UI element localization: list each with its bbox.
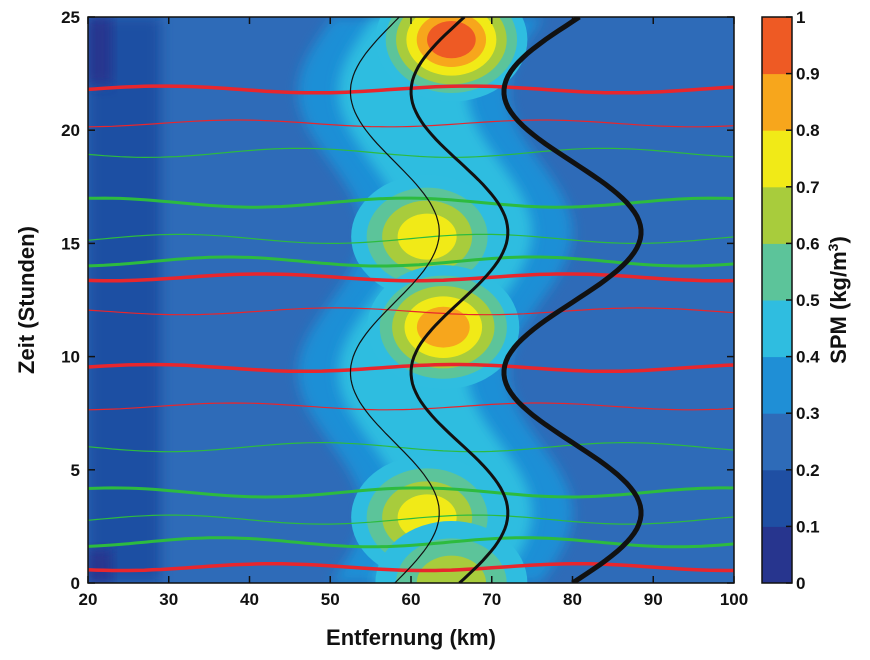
red-contour-line: [88, 272, 734, 283]
colorbar-tick-label: 0.7: [796, 178, 820, 197]
colorbar-tick-label: 0.9: [796, 65, 820, 84]
colorbar-tick-label: 0.6: [796, 234, 820, 253]
colorbar-title-sup: 3: [825, 243, 841, 251]
low-zone-band: [88, 17, 113, 85]
x-tick-label: 30: [159, 590, 178, 609]
green-contour-line: [88, 233, 734, 244]
colorbar-swatch: [762, 130, 792, 188]
colorbar-tick-label: 0.3: [796, 404, 820, 423]
black-series-lines: [349, 17, 644, 583]
x-tick-label: 90: [644, 590, 663, 609]
colorbar-tick-label: 0.5: [796, 291, 820, 310]
concentration-contour: [416, 306, 470, 348]
y-tick-label: 10: [61, 348, 80, 367]
green-contour-line: [88, 486, 734, 499]
concentration-field: [88, 17, 573, 583]
colorbar-swatch: [762, 300, 792, 358]
x-tick-label: 40: [240, 590, 259, 609]
colorbar-title: SPM (kg/m3): [825, 236, 851, 364]
colorbar-swatch: [762, 17, 792, 75]
y-tick-label: 5: [71, 461, 80, 480]
colorbar-swatch: [762, 469, 792, 527]
green-contour-line: [88, 441, 734, 453]
colorbar-swatch: [762, 243, 792, 301]
low-zone-band: [88, 17, 161, 583]
colorbar-tick-label: 0.2: [796, 461, 820, 480]
y-tick-label: 0: [71, 574, 80, 593]
colorbar-tick-label: 0.8: [796, 121, 820, 140]
x-axis-ticks: 20 30 40 50 60 70 80 90 100: [79, 17, 748, 609]
y-tick-label: 25: [61, 8, 80, 27]
x-axis-title: Entfernung (km): [326, 625, 496, 650]
x-tick-label: 20: [79, 590, 98, 609]
colorbar-swatch: [762, 73, 792, 131]
colorbar-tick-label: 0.4: [796, 348, 820, 367]
x-tick-label: 70: [482, 590, 501, 609]
colorbar-title-prefix: SPM (kg/m: [826, 251, 851, 363]
red-contour-line: [88, 119, 734, 128]
y-tick-label: 20: [61, 121, 80, 140]
y-axis-title: Zeit (Stunden): [14, 226, 39, 374]
colorbar-tick-label: 1: [796, 8, 805, 27]
red-contour-line: [88, 307, 734, 316]
x-tick-label: 100: [720, 590, 748, 609]
black-series-line: [501, 17, 644, 583]
red-contour-line: [88, 402, 734, 411]
colorbar: 0 0.1 0.2 0.3 0.4 0.5 0.6 0.7 0.8 0.9 1: [761, 8, 820, 593]
colorbar-swatch: [762, 526, 792, 584]
plot-area: [87, 16, 735, 584]
green-contour-line: [88, 514, 734, 525]
green-contour-line: [88, 147, 734, 159]
colorbar-title-suffix: ): [826, 236, 851, 243]
x-tick-label: 60: [402, 590, 421, 609]
x-tick-label: 50: [321, 590, 340, 609]
red-contour-line: [88, 562, 734, 573]
colorbar-swatch: [762, 413, 792, 471]
black-series-line: [349, 17, 440, 583]
colorbar-tick-label: 0.1: [796, 517, 820, 536]
colorbar-swatch: [762, 186, 792, 244]
concentration-contour: [427, 20, 476, 59]
y-tick-label: 15: [61, 234, 80, 253]
colorbar-tick-label: 0: [796, 574, 805, 593]
colorbar-swatch: [762, 356, 792, 414]
black-series-line: [409, 17, 510, 583]
x-tick-label: 80: [563, 590, 582, 609]
y-axis-ticks: 0 5 10 15 20 25: [61, 8, 734, 593]
low-zone-band: [88, 549, 113, 583]
